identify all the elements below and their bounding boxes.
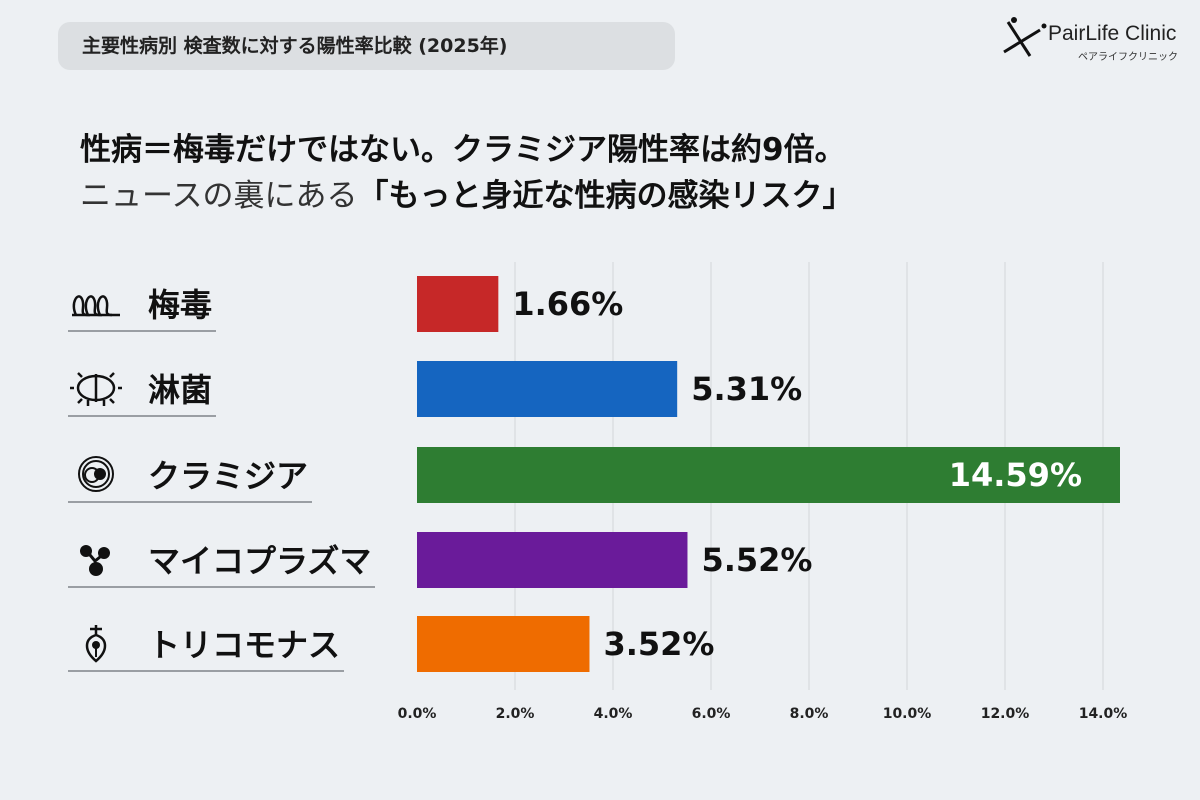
x-tick-label: 4.0% bbox=[594, 706, 633, 722]
category-label-text: 梅毒 bbox=[148, 286, 213, 324]
category-label: マイコプラズマ bbox=[68, 532, 376, 588]
bar bbox=[417, 276, 499, 332]
category-label-text: 淋菌 bbox=[148, 371, 213, 409]
category-label-text: トリコモナス bbox=[148, 626, 341, 664]
chart-title-badge: 主要性病別 検査数に対する陽性率比較 (2025年) bbox=[58, 22, 675, 70]
category-label: クラミジア bbox=[68, 447, 313, 503]
subheadline-plain: ニュースの裏にある bbox=[80, 178, 358, 214]
x-tick-label: 2.0% bbox=[496, 706, 535, 722]
data-label: 5.52% bbox=[701, 541, 812, 579]
subheadline-emphasis: 「もっと身近な性病の感染リスク」 bbox=[357, 178, 854, 214]
clinic-logo: PairLife Clinic ペアライフクリニック bbox=[1000, 14, 1200, 64]
data-label: 3.52% bbox=[603, 625, 714, 663]
category-label: トリコモナス bbox=[68, 616, 345, 672]
logo-subtitle: ペアライフクリニック bbox=[1078, 52, 1178, 63]
x-tick-label: 8.0% bbox=[790, 706, 829, 722]
x-tick-label: 0.0% bbox=[398, 706, 437, 722]
chlamydia-cell-icon bbox=[78, 456, 114, 492]
data-label: 14.59% bbox=[949, 456, 1082, 494]
subheadline: ニュースの裏にある「もっと身近な性病の感染リスク」 bbox=[80, 170, 853, 215]
diplococcus-icon bbox=[70, 372, 122, 406]
logo-name: PairLife Clinic bbox=[1048, 22, 1177, 45]
trichomonas-icon bbox=[85, 625, 107, 663]
spiral-bacteria-icon bbox=[72, 295, 120, 317]
x-tick-label: 10.0% bbox=[883, 706, 932, 722]
x-tick-label: 6.0% bbox=[692, 706, 731, 722]
category-label-text: マイコプラズマ bbox=[148, 542, 372, 580]
data-label: 5.31% bbox=[691, 370, 802, 408]
bar bbox=[417, 447, 1120, 503]
bar bbox=[417, 361, 678, 417]
logo-figure-icon bbox=[1003, 17, 1047, 57]
bar bbox=[417, 532, 688, 588]
category-label: 梅毒 bbox=[68, 276, 217, 332]
category-label: 淋菌 bbox=[68, 361, 217, 417]
x-tick-label: 14.0% bbox=[1079, 706, 1128, 722]
bar bbox=[417, 616, 590, 672]
headline: 性病＝梅毒だけではない。クラミジア陽性率は約9倍。 bbox=[80, 132, 846, 168]
x-tick-label: 12.0% bbox=[981, 706, 1030, 722]
mycoplasma-icon bbox=[80, 545, 110, 576]
data-label: 1.66% bbox=[512, 285, 623, 323]
category-label-text: クラミジア bbox=[148, 457, 309, 495]
